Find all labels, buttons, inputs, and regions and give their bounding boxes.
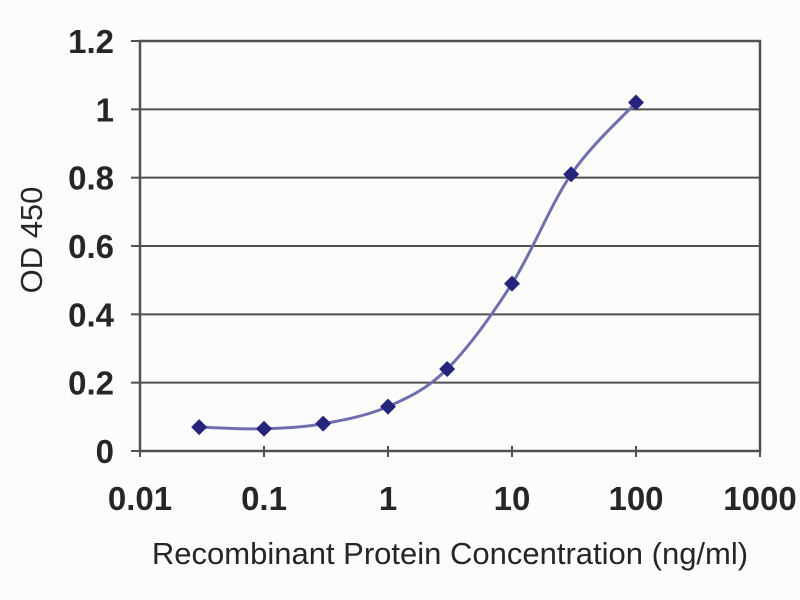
y-tick-label-0.6: 0.6 [68,228,114,265]
data-point-30 [563,166,580,183]
data-point-0.3 [315,415,332,432]
plot-border [138,39,762,453]
data-point-100 [628,94,644,111]
series-0-line [197,101,638,431]
y-tick-label-1.2: 1.2 [68,23,114,60]
y-tick-label-0.2: 0.2 [68,365,114,402]
y-tick-label-0: 0 [96,433,114,470]
x-axis-title: Recombinant Protein Concentration (ng/ml… [151,536,749,571]
x-tick-label-10: 10 [494,480,531,517]
x-tick-label-0.01: 0.01 [108,480,172,517]
data-point-3 [439,361,456,377]
x-tick-label-1: 1 [379,480,397,517]
data-point-10 [504,275,520,292]
x-tick-label-0.1: 0.1 [241,480,287,517]
x-tick-label-100: 100 [608,480,663,517]
data-point-1 [380,398,396,415]
data-point-0.1 [256,420,272,437]
y-tick-label-0.4: 0.4 [68,296,115,333]
y-axis-title: OD 450 [14,186,49,294]
y-tick-label-1: 1 [96,91,114,128]
y-tick-label-0.8: 0.8 [68,160,114,197]
x-tick-label-1000: 1000 [723,480,796,517]
data-point-0.03 [191,419,208,436]
